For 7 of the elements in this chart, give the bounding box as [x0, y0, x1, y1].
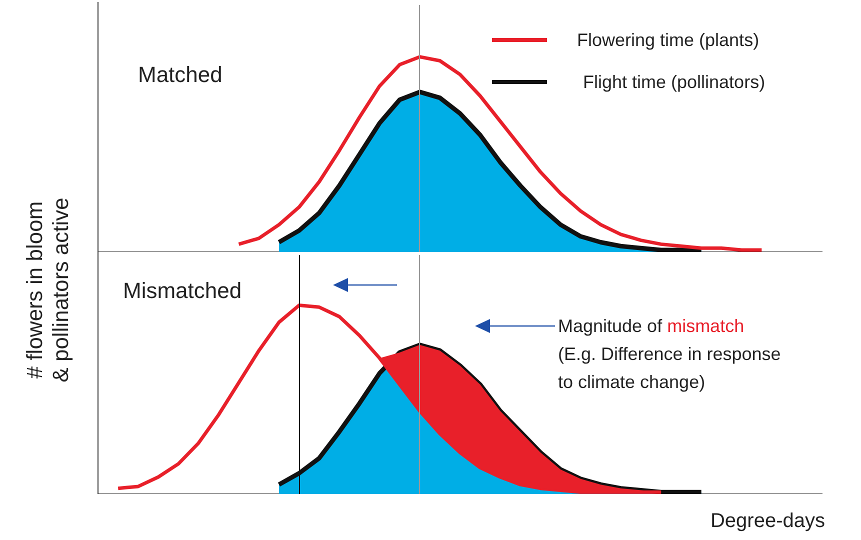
legend-label: Flight time (pollinators)	[583, 72, 766, 92]
legend-label: Flowering time (plants)	[577, 30, 760, 50]
annotation: Magnitude of mismatch (E.g. Difference in response to climate change)	[558, 316, 781, 392]
chart-title: Mismatched	[123, 278, 242, 303]
y-axis-title: # flowers in bloom & pollinators active	[22, 198, 74, 382]
x-axis-title: Degree-days	[710, 510, 825, 533]
chart-title: Matched	[138, 62, 222, 87]
